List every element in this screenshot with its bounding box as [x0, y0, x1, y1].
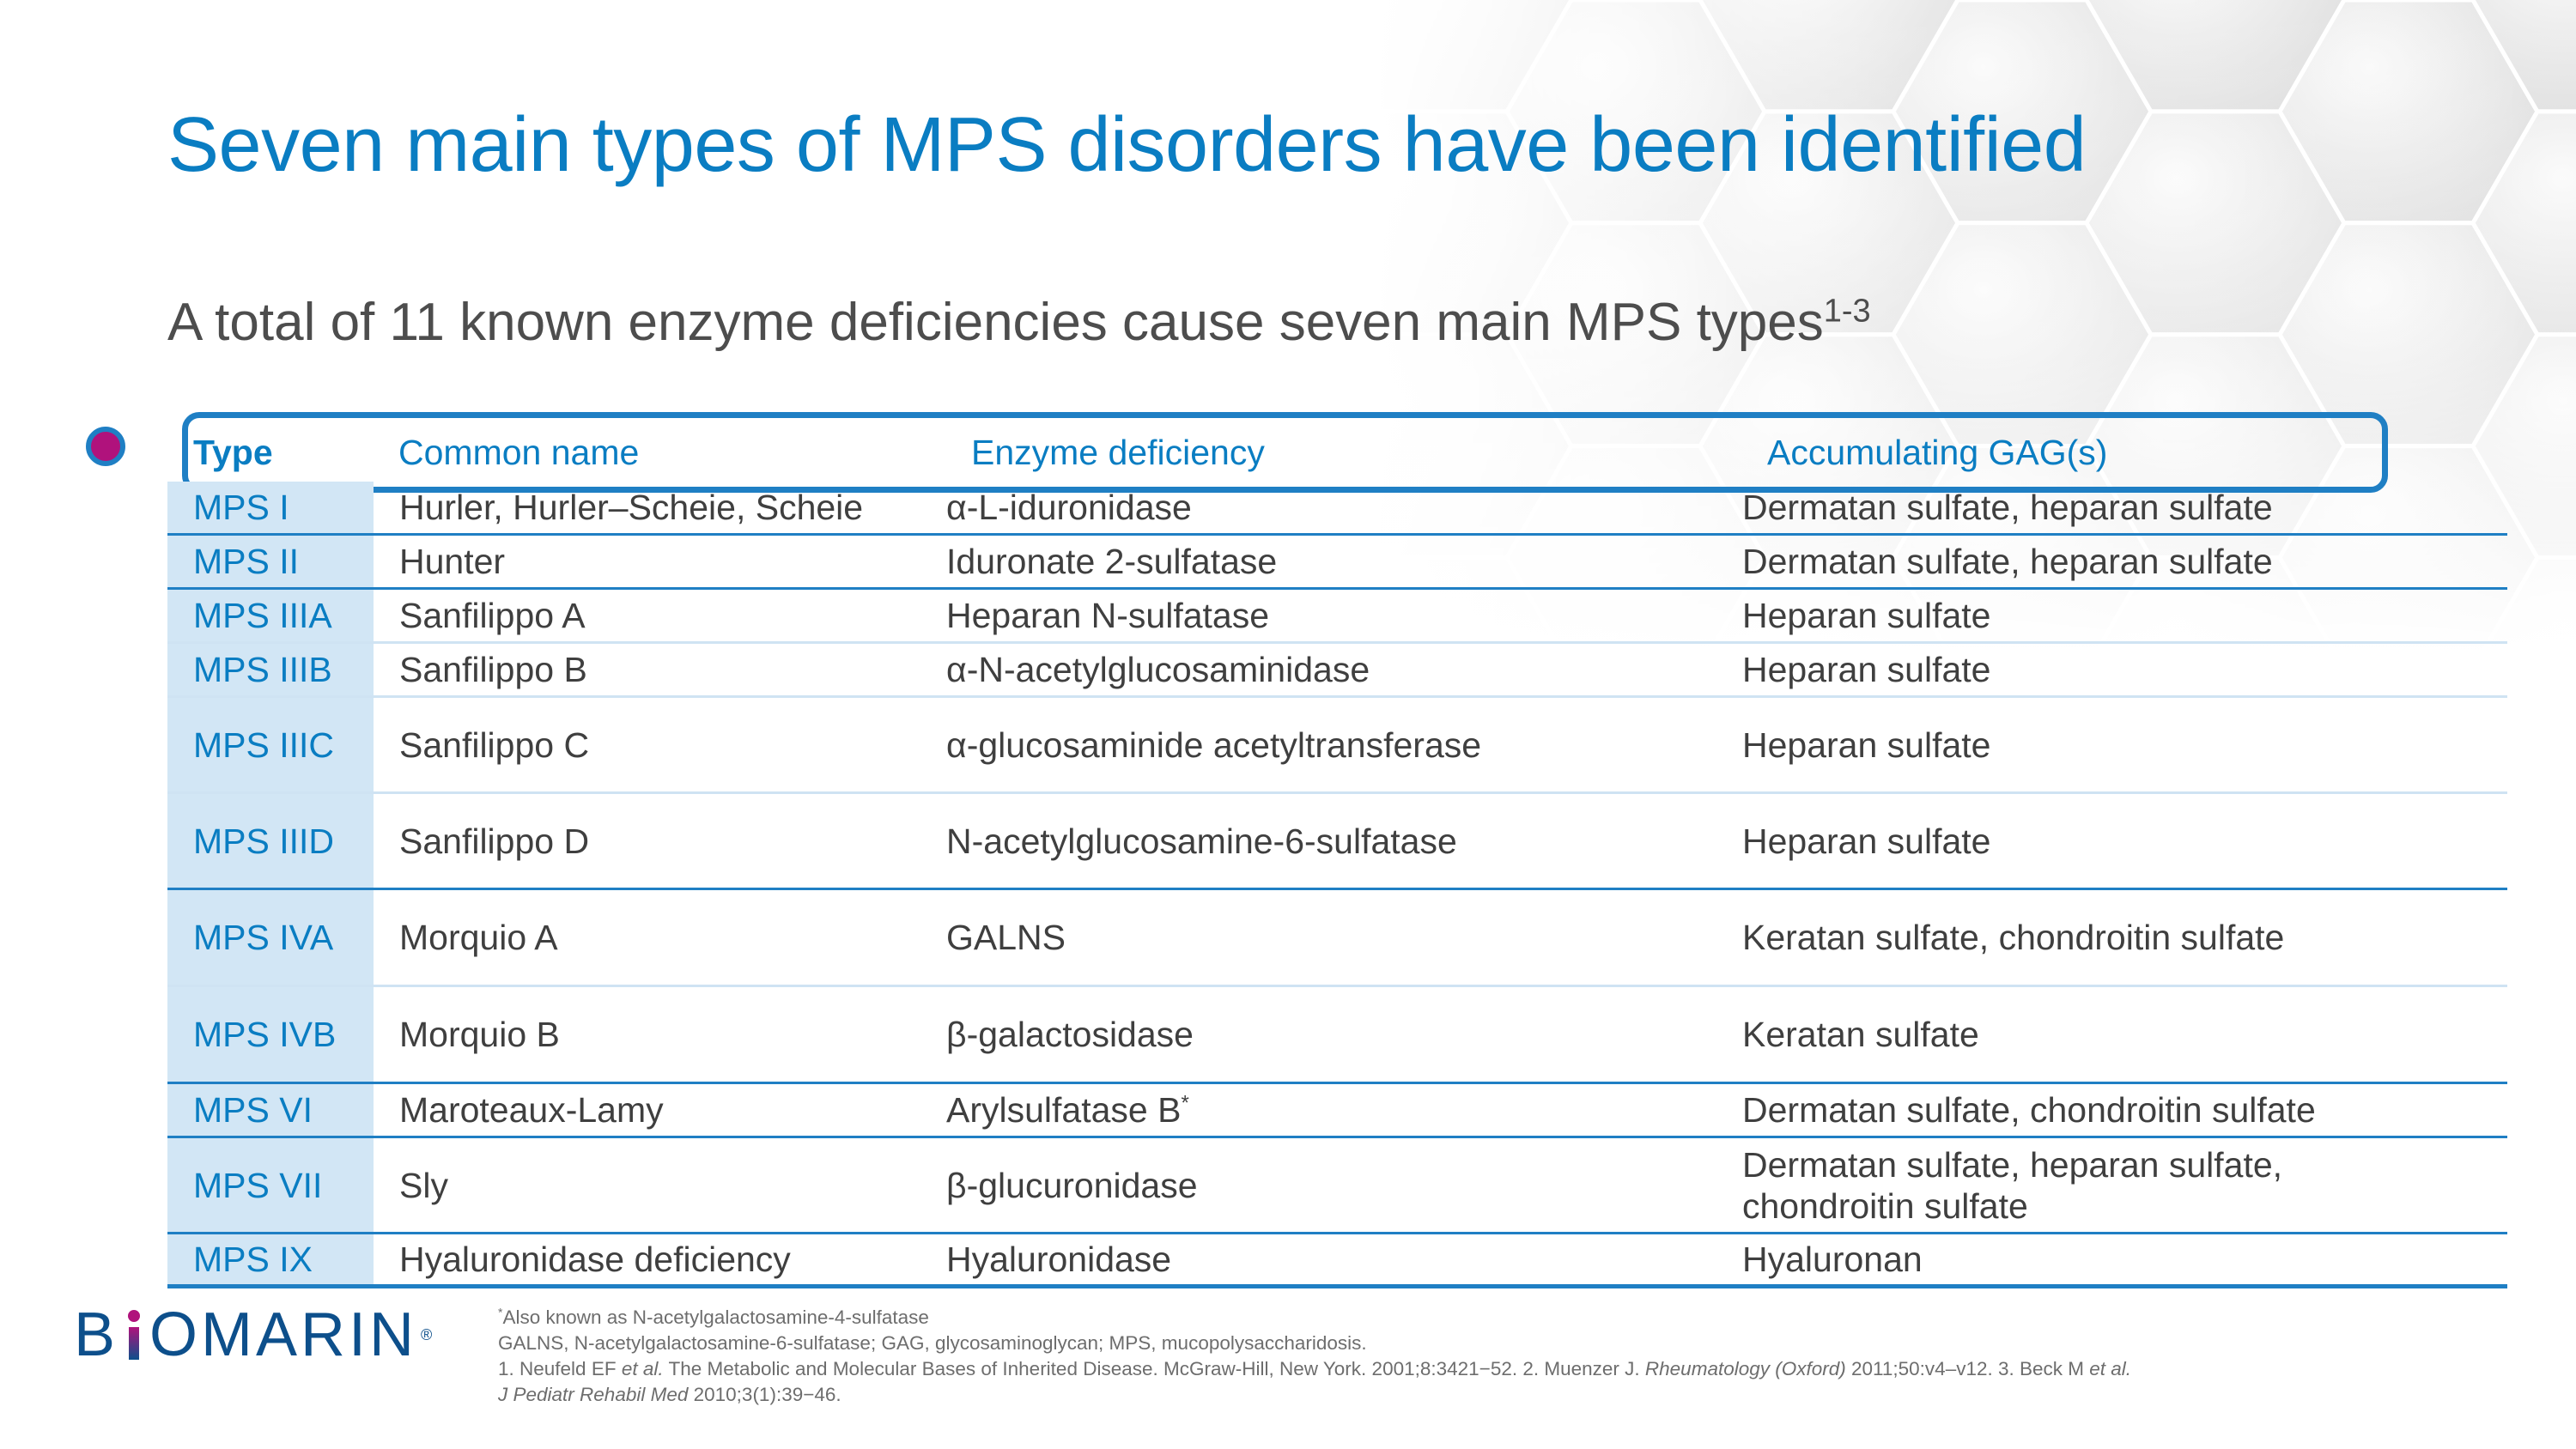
cell-gag: Dermatan sulfate, chondroitin sulfate	[1742, 1090, 2316, 1130]
footnote-marker: *	[1181, 1091, 1189, 1115]
table-row: MPS IIIA Sanfilippo A Heparan N-sulfatas…	[167, 590, 2507, 644]
cell-gag: Dermatan sulfate, heparan sulfate	[1742, 488, 2273, 527]
cell-gag: Keratan sulfate, chondroitin sulfate	[1742, 918, 2285, 957]
hexagon-background-decoration	[1374, 0, 2576, 652]
cell-enzyme: N-acetylglucosamine-6-sulfatase	[946, 821, 1457, 861]
footnote-star: *	[498, 1305, 503, 1319]
footnotes: *Also known as N-acetylgalactosamine-4-s…	[498, 1305, 2131, 1408]
cell-common-name: Morquio B	[399, 1015, 560, 1054]
cell-gag: Heparan sulfate	[1742, 596, 1991, 635]
cell-type: MPS IIIC	[167, 698, 374, 791]
cell-type: MPS IIIB	[167, 644, 374, 695]
table-row: MPS I Hurler, Hurler–Scheie, Scheie α-L-…	[167, 482, 2507, 536]
footnote-abbreviations: GALNS, N-acetylgalactosamine-6-sulfatase…	[498, 1332, 1367, 1354]
ref1-etal: et al.	[621, 1358, 664, 1379]
cell-gag: Heparan sulfate	[1742, 724, 1991, 765]
ref3-journal: J Pediatr Rehabil Med	[498, 1384, 689, 1405]
cell-type: MPS IVA	[167, 890, 374, 985]
cell-type: MPS I	[167, 482, 374, 533]
footnote-star-text: Also known as N-acetylgalactosamine-4-su…	[502, 1307, 929, 1328]
table-row: MPS II Hunter Iduronate 2-sulfatase Derm…	[167, 536, 2507, 590]
ref3-etal: et al.	[2089, 1358, 2132, 1379]
cell-gag: Dermatan sulfate, heparan sulfate, chondr…	[1742, 1144, 2507, 1227]
cell-type: MPS IIID	[167, 794, 374, 888]
ref2-rest: 2011;50:v4–v12. 3. Beck M	[1845, 1358, 2090, 1379]
gag-line-1: Dermatan sulfate, heparan sulfate,	[1742, 1144, 2283, 1185]
biomarin-logo: B OMARIN ®	[74, 1300, 433, 1369]
logo-registered-mark: ®	[421, 1325, 433, 1343]
subtitle-reference: 1-3	[1823, 293, 1871, 330]
logo-letter-b: B	[74, 1300, 119, 1369]
cell-type: MPS VI	[167, 1084, 374, 1136]
ref1-rest: The Metabolic and Molecular Bases of Inh…	[663, 1358, 1645, 1379]
table-row: MPS IIID Sanfilippo D N-acetylglucosamin…	[167, 794, 2507, 890]
cell-common-name: Morquio A	[399, 918, 558, 957]
enzyme-text: Arylsulfatase B	[946, 1090, 1182, 1130]
header-type: Type	[193, 433, 273, 472]
cell-common-name: Sanfilippo A	[399, 596, 586, 635]
mps-table-body: MPS I Hurler, Hurler–Scheie, Scheie α-L-…	[167, 482, 2507, 1288]
cell-common-name: Sanfilippo B	[399, 650, 587, 689]
table-row: MPS VI Maroteaux-Lamy Arylsulfatase B* D…	[167, 1084, 2507, 1138]
subtitle-text: A total of 11 known enzyme deficiencies …	[167, 293, 1824, 352]
slide-title: Seven main types of MPS disorders have b…	[167, 102, 2087, 188]
cell-gag: Heparan sulfate	[1742, 650, 1991, 689]
footnote-star-note: *Also known as N-acetylgalactosamine-4-s…	[498, 1305, 2131, 1331]
cell-type: MPS IVB	[167, 987, 374, 1082]
cell-gag: Dermatan sulfate, heparan sulfate	[1742, 542, 2273, 581]
cell-type: MPS IX	[167, 1234, 374, 1284]
cell-enzyme: Iduronate 2-sulfatase	[946, 542, 1278, 581]
table-header-outline	[182, 412, 2388, 493]
cell-type: MPS II	[167, 536, 374, 587]
cell-common-name: Sanfilippo C	[399, 724, 590, 765]
cell-common-name: Sanfilippo D	[399, 821, 590, 861]
table-row: MPS IVA Morquio A GALNS Keratan sulfate,…	[167, 890, 2507, 987]
cell-enzyme: α-N-acetylglucosaminidase	[946, 650, 1370, 689]
cell-common-name: Maroteaux-Lamy	[399, 1090, 664, 1130]
table-row: MPS IX Hyaluronidase deficiency Hyaluron…	[167, 1234, 2507, 1288]
cell-common-name: Hyaluronidase deficiency	[399, 1240, 791, 1279]
table-row: MPS IVB Morquio B β-galactosidase Kerata…	[167, 987, 2507, 1084]
cell-gag: Hyaluronan	[1742, 1240, 1923, 1279]
footnote-references-line2: J Pediatr Rehabil Med 2010;3(1):39−46.	[498, 1382, 2131, 1408]
cell-enzyme: β-glucuronidase	[946, 1165, 1198, 1205]
header-enzyme-deficiency: Enzyme deficiency	[971, 433, 1265, 472]
bullet-dot-icon	[86, 427, 125, 466]
ref3-rest: 2010;3(1):39−46.	[688, 1384, 841, 1405]
gag-line-2: chondroitin sulfate	[1742, 1185, 2028, 1226]
cell-common-name: Sly	[399, 1165, 448, 1205]
ref1-author: 1. Neufeld EF	[498, 1358, 622, 1379]
ref2-journal: Rheumatology (Oxford)	[1644, 1358, 1846, 1379]
table-row: MPS IIIC Sanfilippo C α-glucosaminide ac…	[167, 698, 2507, 794]
cell-type: MPS IIIA	[167, 590, 374, 641]
cell-type: MPS VII	[167, 1138, 374, 1232]
cell-common-name: Hurler, Hurler–Scheie, Scheie	[399, 488, 864, 527]
cell-gag: Heparan sulfate	[1742, 821, 1991, 861]
logo-i-mark-icon	[125, 1309, 143, 1361]
cell-enzyme: Arylsulfatase B*	[946, 1089, 1742, 1131]
cell-enzyme: Heparan N-sulfatase	[946, 596, 1270, 635]
cell-enzyme: α-L-iduronidase	[946, 488, 1192, 527]
header-accumulating-gags: Accumulating GAG(s)	[1767, 433, 2108, 472]
logo-wordmark: OMARIN	[149, 1300, 418, 1369]
footnote-references-line1: 1. Neufeld EF et al. The Metabolic and M…	[498, 1356, 2131, 1382]
cell-enzyme: α-glucosaminide acetyltransferase	[946, 724, 1482, 765]
table-row: MPS IIIB Sanfilippo B α-N-acetylglucosam…	[167, 644, 2507, 698]
cell-gag: Keratan sulfate	[1742, 1015, 1979, 1054]
cell-enzyme: Hyaluronidase	[946, 1240, 1172, 1279]
cell-enzyme: GALNS	[946, 918, 1066, 957]
header-common-name: Common name	[398, 433, 640, 472]
cell-common-name: Hunter	[399, 542, 506, 581]
table-row: MPS VII Sly β-glucuronidase Dermatan sul…	[167, 1138, 2507, 1234]
cell-enzyme: β-galactosidase	[946, 1015, 1194, 1054]
slide-subtitle: A total of 11 known enzyme deficiencies …	[167, 292, 1871, 353]
